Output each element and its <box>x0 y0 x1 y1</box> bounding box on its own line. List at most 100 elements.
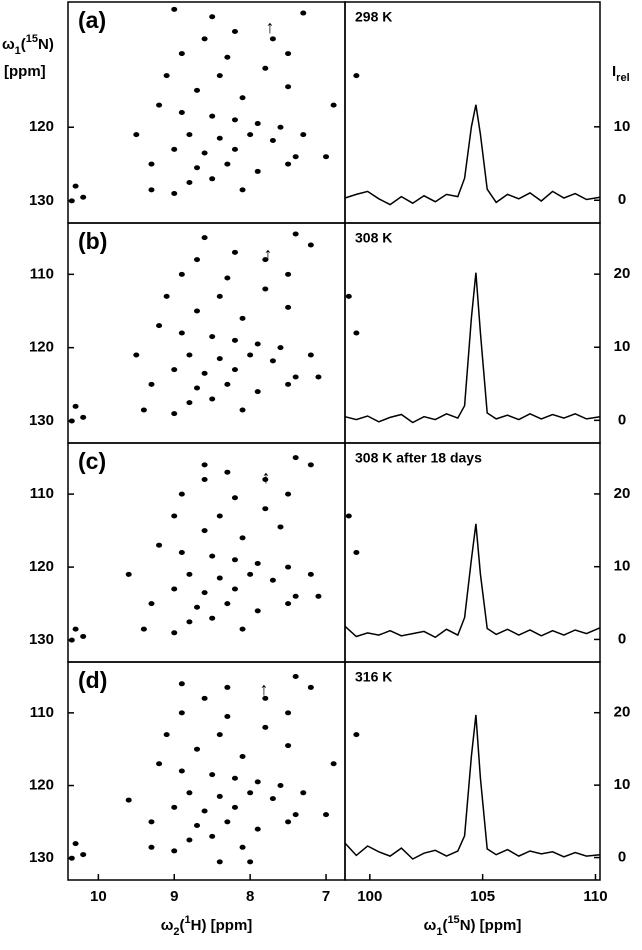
peak <box>72 403 79 409</box>
peak <box>269 796 276 802</box>
peak <box>201 528 208 534</box>
label-part: 2 <box>173 926 179 938</box>
peak <box>231 586 238 592</box>
peak <box>178 110 185 115</box>
peak <box>216 356 223 362</box>
label-part: 15 <box>447 914 459 926</box>
peak <box>231 367 238 373</box>
peak <box>247 571 254 577</box>
peak <box>68 418 75 424</box>
trace <box>344 523 601 639</box>
peak <box>186 179 193 185</box>
y-tick-label: 0 <box>618 849 626 866</box>
peak <box>171 411 178 417</box>
peak <box>330 761 337 767</box>
peak <box>171 513 178 519</box>
peak <box>209 396 216 402</box>
peak <box>209 334 216 340</box>
peak <box>171 6 178 12</box>
peak <box>292 593 299 599</box>
y-tick-label: 20 <box>614 265 631 282</box>
peak <box>315 374 322 380</box>
peak <box>292 455 299 461</box>
peak <box>292 674 299 680</box>
peak <box>194 823 201 828</box>
y-tick-label: 120 <box>29 118 54 135</box>
peak <box>323 154 330 160</box>
peak <box>247 859 254 865</box>
panel-label: (a) <box>78 7 106 33</box>
peak <box>140 407 147 413</box>
peak <box>201 36 208 42</box>
peak <box>231 557 238 563</box>
peak <box>148 601 155 607</box>
peak <box>171 848 178 854</box>
peak <box>285 271 292 277</box>
peak <box>209 14 216 20</box>
peak <box>201 695 208 701</box>
peak <box>307 462 314 468</box>
peak <box>216 513 223 519</box>
label-part: H) [ppm] <box>191 917 253 934</box>
panel-label: 316 K <box>355 669 392 685</box>
peak <box>201 370 208 376</box>
peak <box>163 73 170 79</box>
peak <box>285 84 292 90</box>
peak <box>247 132 254 138</box>
peak <box>178 491 185 497</box>
peak <box>231 146 238 152</box>
peak <box>353 73 360 79</box>
y-tick-label: 130 <box>29 849 54 866</box>
peak <box>224 161 231 167</box>
peak <box>239 315 246 321</box>
peak <box>269 36 276 42</box>
x-tick-label: 8 <box>246 888 254 905</box>
peak <box>72 626 79 632</box>
trace <box>344 714 601 860</box>
arrow: ↑ <box>266 17 275 37</box>
peak <box>254 826 261 832</box>
peak <box>171 804 178 810</box>
peak <box>239 626 246 632</box>
peak <box>156 761 163 767</box>
peak <box>254 779 261 785</box>
peak <box>201 477 208 482</box>
panel-label: 298 K <box>355 9 392 25</box>
peak <box>156 542 163 548</box>
peak <box>125 571 132 577</box>
peak <box>239 535 246 541</box>
panel-frame <box>67 661 346 881</box>
peak <box>178 768 185 774</box>
peak <box>148 187 155 193</box>
peak <box>231 337 238 343</box>
arrow: ↑ <box>262 467 271 487</box>
label-part: rel <box>616 72 629 84</box>
peak <box>277 345 284 351</box>
peak <box>239 187 246 193</box>
peak <box>231 495 238 501</box>
peak <box>209 772 216 778</box>
peak <box>224 601 231 607</box>
peak <box>194 308 201 314</box>
panel-label: 308 K after 18 days <box>355 450 482 466</box>
y-tick-label: 120 <box>29 777 54 794</box>
panel-label: 308 K <box>355 230 392 246</box>
peak <box>216 732 223 738</box>
peak <box>285 819 292 825</box>
peak <box>262 724 269 730</box>
panel-label: (c) <box>78 448 106 474</box>
panel-frame <box>67 1 346 224</box>
peak <box>133 352 140 358</box>
peak <box>171 191 178 197</box>
peak <box>186 837 193 843</box>
panel-frame <box>344 661 601 881</box>
peak <box>148 381 155 387</box>
label-part: N) <box>38 36 54 53</box>
peak <box>216 859 223 865</box>
peak <box>262 506 269 512</box>
arrows: ↑ ↑ ↑ ↑ <box>260 17 275 699</box>
peak <box>163 293 170 299</box>
panel-label: (d) <box>78 667 107 693</box>
peak <box>231 117 238 123</box>
